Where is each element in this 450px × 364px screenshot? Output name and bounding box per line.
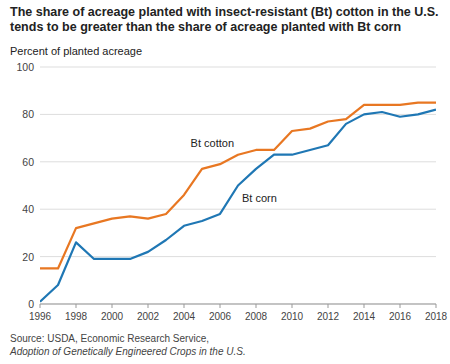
grid-line bbox=[40, 67, 436, 68]
x-tick bbox=[148, 304, 149, 308]
y-tick-label: 40 bbox=[22, 203, 34, 215]
x-axis-line bbox=[40, 304, 436, 305]
series-label: Bt cotton bbox=[191, 137, 234, 149]
x-tick-label: 2010 bbox=[281, 311, 304, 322]
grid-line bbox=[40, 256, 436, 257]
plot-area bbox=[40, 103, 436, 302]
x-tick-label: 2008 bbox=[245, 311, 268, 322]
x-tick bbox=[40, 304, 41, 308]
y-tick-label: 60 bbox=[22, 156, 34, 168]
grid-line bbox=[40, 209, 436, 210]
x-tick-label: 2006 bbox=[209, 311, 232, 322]
grid-line bbox=[40, 114, 436, 115]
x-tick bbox=[364, 304, 365, 308]
x-tick-label: 1996 bbox=[29, 311, 52, 322]
x-tick-label: 2014 bbox=[353, 311, 376, 322]
x-tick bbox=[436, 304, 437, 308]
x-tick-label: 2002 bbox=[137, 311, 160, 322]
x-tick bbox=[76, 304, 77, 308]
series-label: Bt corn bbox=[242, 192, 277, 204]
x-tick-label: 2018 bbox=[425, 311, 448, 322]
x-tick-label: 1998 bbox=[65, 311, 88, 322]
y-tick-label: 0 bbox=[28, 298, 34, 310]
y-tick-label: 100 bbox=[16, 61, 34, 73]
grid-line bbox=[40, 161, 436, 162]
title: The share of acreage planted with insect… bbox=[10, 5, 442, 34]
series-line bbox=[40, 110, 436, 302]
y-tick-label: 80 bbox=[22, 108, 34, 120]
x-tick bbox=[184, 304, 185, 308]
x-tick-label: 2000 bbox=[101, 311, 124, 322]
x-tick-label: 2012 bbox=[317, 311, 340, 322]
source-note: Adoption of Genetically Engineered Crops… bbox=[9, 346, 246, 357]
x-tick bbox=[292, 304, 293, 308]
source-note: Source: USDA, Economic Research Service, bbox=[10, 333, 209, 344]
x-tick bbox=[220, 304, 221, 308]
x-tick bbox=[400, 304, 401, 308]
x-tick bbox=[112, 304, 113, 308]
chart: The share of acreage planted with insect… bbox=[0, 0, 450, 364]
y-tick-label: 20 bbox=[22, 251, 34, 263]
x-tick-label: 2016 bbox=[389, 311, 412, 322]
grid-line bbox=[40, 304, 436, 305]
x-tick bbox=[328, 304, 329, 308]
y-axis-label: Percent of planted acreage bbox=[10, 45, 142, 57]
x-tick bbox=[256, 304, 257, 308]
x-tick-label: 2004 bbox=[173, 311, 196, 322]
